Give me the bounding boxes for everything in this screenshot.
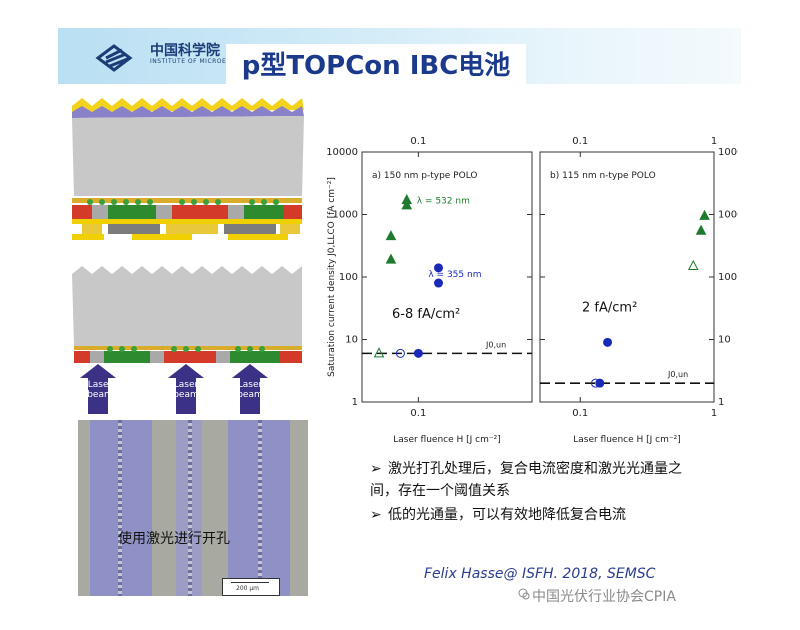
data-point [699,209,710,220]
recombination-chart: 1 10 100 1000 10000 0.1 0.1 a) 150 nm p-type PO… [326,136,738,445]
bullet-text: 低的光通量，可以有效地降低复合电流 [388,507,626,523]
data-point [603,337,613,347]
y-tick-label: 100 [339,272,358,283]
micrograph-caption: 使用激光进行开孔 [118,531,230,547]
x-tick-label-top: 0.1 [572,136,588,147]
y-tick-label: 1 [352,397,358,408]
beam-label-3: Laser beam [237,380,263,400]
x-tick-label: 1 [711,408,717,419]
data-point [395,348,405,358]
cas-logo-icon [95,44,133,72]
bullet-text: 激光打孔处理后，复合电流密度和激光光通量之间，存在一个阈值关系 [370,461,682,499]
y-axis-label: Saturation current density J0,LLCO [fA c… [327,177,337,377]
panel-label: b) 115 nm n-type POLO [550,171,656,181]
beam-label-1: Laser beam [87,380,113,400]
x-tick-label-top: 1 [711,136,717,147]
plot-frame [539,151,715,403]
threshold-label: J0,un [667,370,688,379]
data-point [433,263,443,273]
y-tick-label: 100 [718,272,737,283]
citation: Felix Hasse@ ISFH. 2018, SEMSC [424,566,656,582]
data-point [401,194,413,205]
scale-bar-label: 200 μm [236,585,260,592]
bullet-mark: ➢ [370,461,382,477]
x-tick-label: 0.1 [572,408,588,419]
data-point [695,224,707,235]
logo-subtext: INSTITUTE OF MICROELECTRONICS [150,58,270,65]
cell-cross-section-diagram [72,98,304,414]
bullet-mark: ➢ [370,507,382,523]
threshold-annotation: 6-8 fA/cm² [392,307,460,322]
y-tick-label: 10000 [718,147,738,158]
data-point [433,278,443,288]
scale-bar [222,578,280,596]
laser-opening-micrograph [78,420,308,596]
bullet-item: ➢ 激光打孔处理后，复合电流密度和激光光通量之间，存在一个阈值关系 [370,458,690,502]
watermark: 中国光伏行业协会CPIA [532,589,676,605]
data-point [413,348,423,358]
y-tick-label: 1000 [333,210,358,221]
bullet-item: ➢ 低的光通量，可以有效地降低复合电流 [370,504,690,526]
y-tick-label: 10 [718,335,731,346]
data-point [590,378,600,388]
x-axis-label: Laser fluence H [J cm⁻²] [573,435,681,445]
threshold-label: J0,un [485,340,506,349]
threshold-annotation: 2 fA/cm² [582,301,637,316]
series-label: λ = 355 nm [428,270,481,280]
beam-label-2: Laser beam [173,380,199,400]
y-tick-label: 10 [345,335,358,346]
data-point [385,230,397,241]
panel-label: a) 150 nm p-type POLO [372,171,477,181]
series-label: λ = 532 nm [417,196,470,206]
x-tick-label-top: 0.1 [410,136,426,147]
wechat-icon [518,588,530,600]
data-point [687,259,699,270]
y-tick-label: 1 [718,397,724,408]
data-point [385,253,397,264]
data-point [401,199,413,210]
y-tick-label: 1000 [718,210,738,221]
x-tick-label: 0.1 [410,408,426,419]
bottom-cell [72,266,302,363]
y-tick-label: 10000 [326,147,358,158]
data-point [373,347,385,358]
x-axis-label: Laser fluence H [J cm⁻²] [393,435,501,445]
logo-text: 中国科学院 [150,43,220,59]
laser-beam-arrows [80,364,268,414]
top-cell [72,98,304,240]
page-title: p型TOPCon IBC电池 [226,44,526,88]
